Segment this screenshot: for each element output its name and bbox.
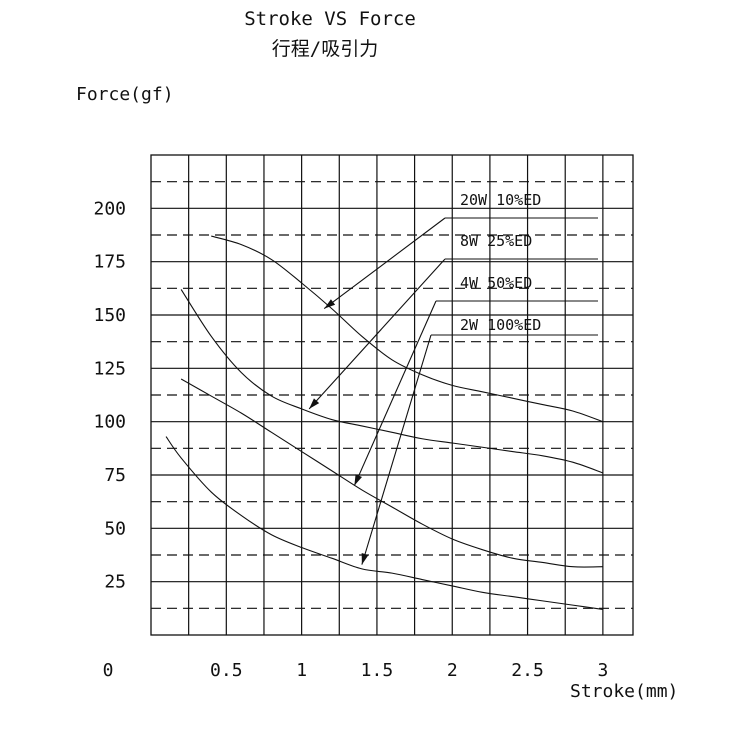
y-tick-label: 75 [104,465,126,486]
chart-subtitle: 行程/吸引力 [272,38,378,60]
y-axis-label: Force(gf) [76,84,174,105]
y-tick-label: 150 [93,305,126,326]
leader-line [308,258,446,410]
chart-title: Stroke VS Force [244,8,416,30]
y-tick-label: 200 [93,198,126,219]
y-tick-label: 100 [93,412,126,433]
series-line-3 [180,378,603,568]
arrowhead-icon [361,553,369,565]
leader-line [353,300,437,486]
tick-labels: 0.5 1 1.5 2 2.5 3 25 50 75 100 125 150 175 200 [93,198,608,681]
legend-label-2: 8W 25%ED [460,232,532,250]
x-tick-label: 3 [597,660,608,681]
origin-label: 0 [103,660,114,681]
leader-line [361,334,432,565]
legend-label-1: 20W 10%ED [460,191,541,209]
grid [150,154,634,636]
leader-line [323,217,446,310]
y-tick-label: 50 [104,518,126,539]
y-tick-label: 175 [93,252,126,273]
arrowhead-icon [324,299,336,309]
arrowhead-icon [309,398,320,409]
series-line-4 [165,436,603,610]
legend-label-4: 2W 100%ED [460,316,541,334]
series-line-1 [211,235,604,423]
callout-legend: 20W 10%ED 8W 25%ED 4W 50%ED 2W 100%ED [308,191,598,565]
y-tick-label: 125 [93,358,126,379]
x-tick-label: 1 [296,660,307,681]
x-tick-label: 2.5 [511,660,544,681]
series-curves [165,235,604,610]
legend-label-3: 4W 50%ED [460,274,532,292]
x-tick-label: 1.5 [361,660,394,681]
series-line-2 [180,289,604,474]
y-tick-label: 25 [104,572,126,593]
arrowhead-icon [354,474,362,486]
x-tick-label: 2 [447,660,458,681]
x-tick-label: 0.5 [210,660,243,681]
x-axis-label: Stroke(mm) [570,681,678,702]
